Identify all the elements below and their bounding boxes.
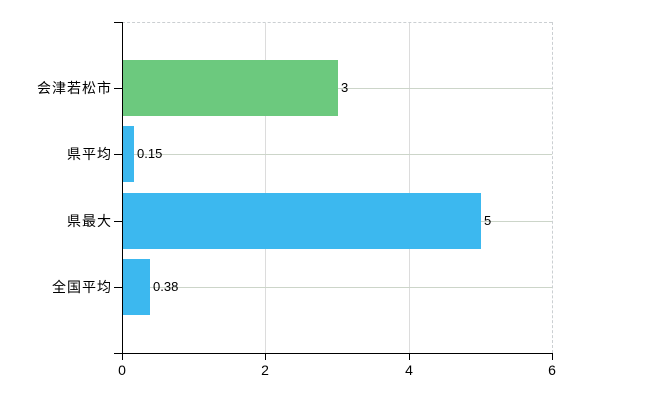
- y-axis-top-end-tick: [114, 22, 122, 23]
- x-tick-label: 2: [261, 362, 269, 378]
- y-axis-tick: [114, 154, 122, 155]
- category-label: 県最大: [67, 213, 112, 229]
- bar-value-label: 5: [484, 213, 492, 228]
- x-axis-tick: [552, 354, 553, 360]
- v-gridline: [409, 23, 410, 353]
- plot-border-top: [122, 22, 552, 23]
- category-label: 会津若松市: [37, 80, 112, 96]
- x-axis-tick: [122, 354, 123, 360]
- v-gridline: [265, 23, 266, 353]
- h-gridline: [123, 287, 552, 288]
- y-axis-tick: [114, 88, 122, 89]
- bar-value-label: 0.15: [137, 146, 163, 161]
- x-tick-label: 4: [405, 362, 413, 378]
- category-label: 全国平均: [52, 279, 112, 295]
- bar-value-label: 0.38: [153, 279, 179, 294]
- x-tick-label: 6: [548, 362, 556, 378]
- plot-border-right: [552, 22, 553, 353]
- x-axis-tick: [265, 354, 266, 360]
- h-gridline: [123, 154, 552, 155]
- y-axis-tick: [114, 221, 122, 222]
- y-axis: [122, 22, 123, 354]
- x-axis-tick: [409, 354, 410, 360]
- bar: [123, 60, 338, 116]
- bar: [123, 259, 150, 315]
- category-label: 県平均: [67, 146, 112, 162]
- bar-value-label: 3: [341, 80, 349, 95]
- bar: [123, 126, 134, 182]
- y-axis-tick: [114, 287, 122, 288]
- bar: [123, 193, 481, 249]
- x-axis: [114, 353, 553, 354]
- x-tick-label: 0: [118, 362, 126, 378]
